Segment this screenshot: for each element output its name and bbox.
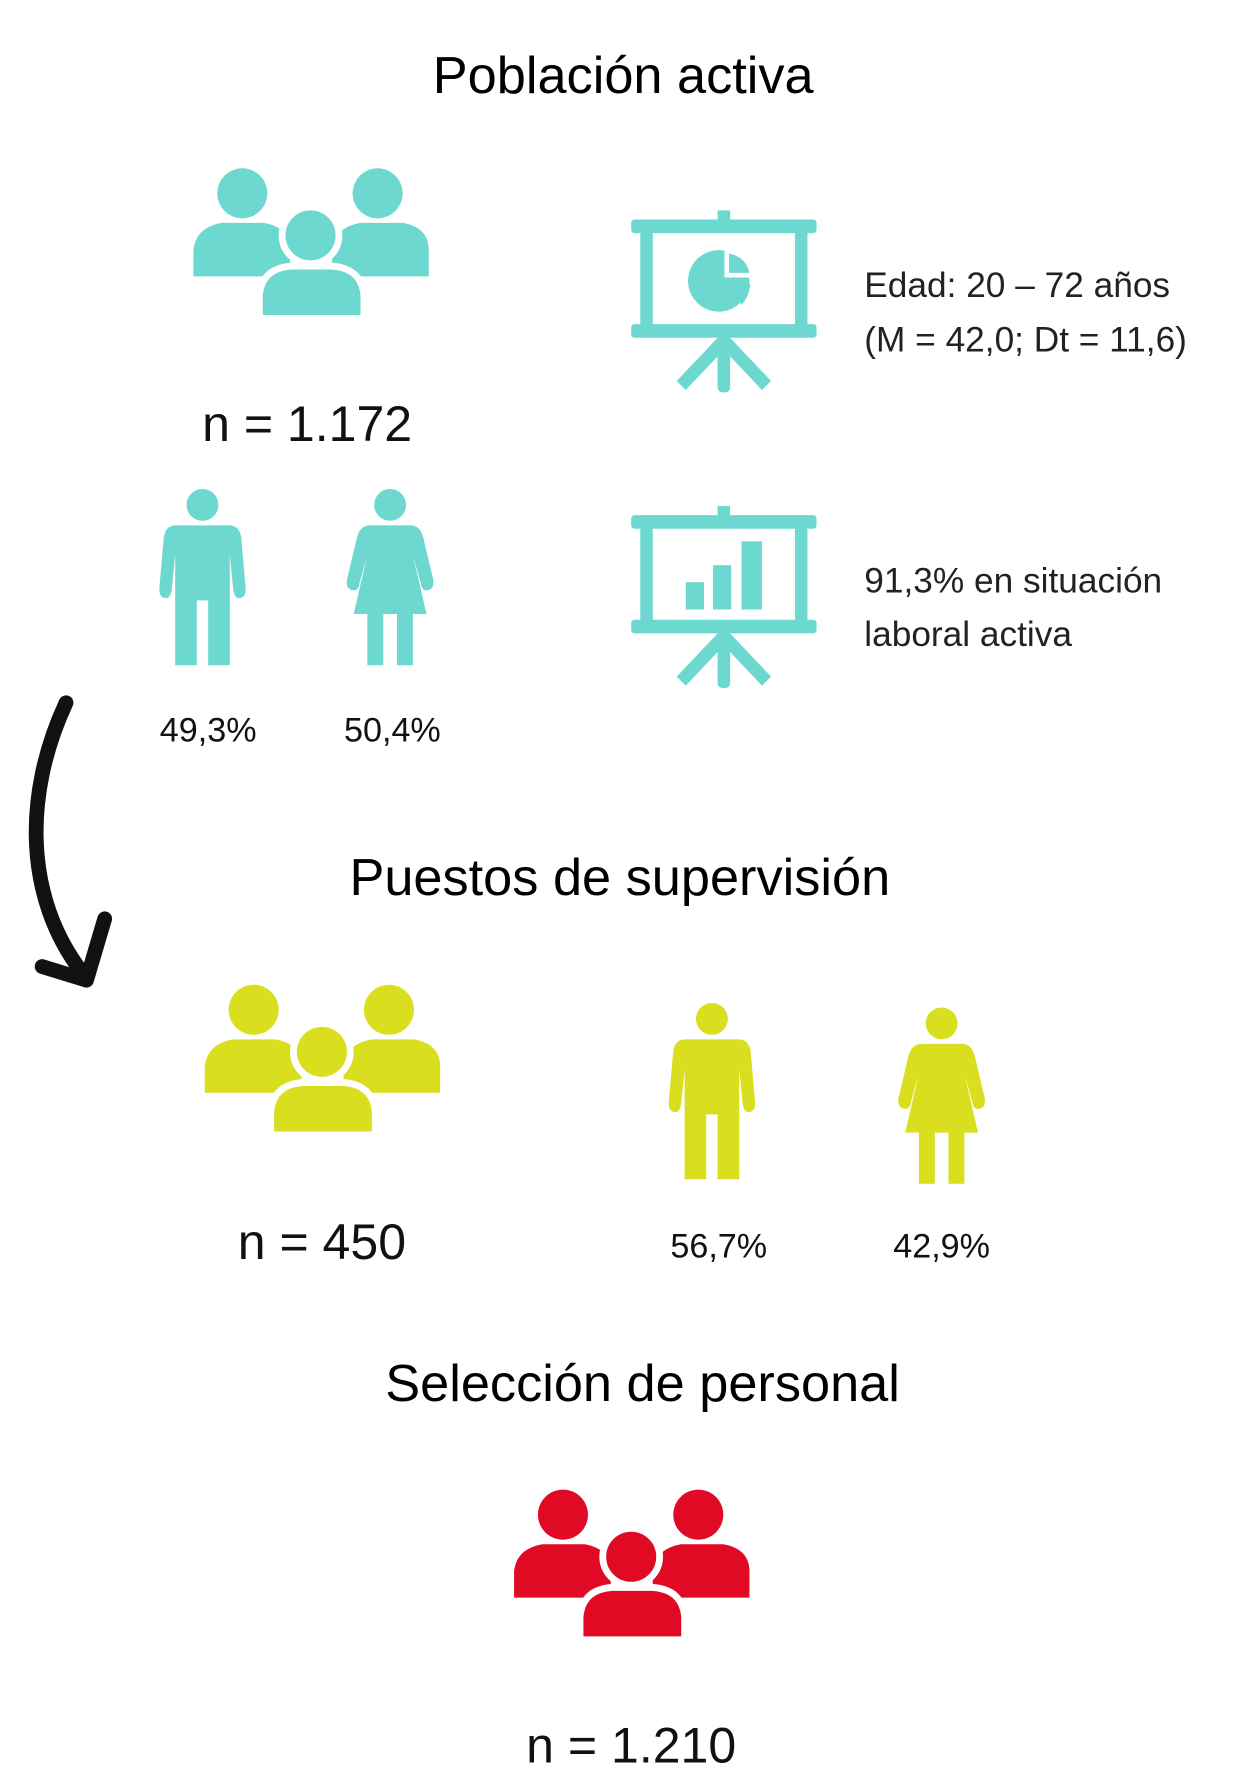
bar-board-icon [631, 506, 817, 688]
age-line: (M = 42,0; Dt = 11,6) [864, 320, 1187, 359]
group-icon [193, 168, 428, 318]
pie-board-icon [631, 210, 817, 393]
sample-size: n = 1.210 [526, 1718, 736, 1774]
group-icon [205, 985, 440, 1135]
woman-icon [898, 1007, 985, 1184]
employment-line: 91,3% en situación [864, 561, 1162, 600]
men-percent: 56,7% [670, 1228, 767, 1266]
woman-icon [346, 488, 434, 666]
women-percent: 50,4% [344, 711, 441, 749]
man-icon [668, 1002, 756, 1180]
section-title: Puestos de supervisión [349, 849, 890, 907]
group-icon [514, 1490, 749, 1640]
employment-line: laboral activa [864, 615, 1072, 654]
men-percent: 49,3% [160, 711, 257, 749]
women-percent: 42,9% [893, 1228, 990, 1266]
age-line: Edad: 20 – 72 años [864, 266, 1170, 305]
sample-size: n = 1.172 [202, 396, 412, 452]
sample-size: n = 450 [238, 1214, 406, 1270]
man-icon [159, 488, 246, 666]
section-title: Población activa [433, 47, 815, 105]
arrow [28, 695, 113, 988]
section-title: Selección de personal [385, 1355, 900, 1413]
